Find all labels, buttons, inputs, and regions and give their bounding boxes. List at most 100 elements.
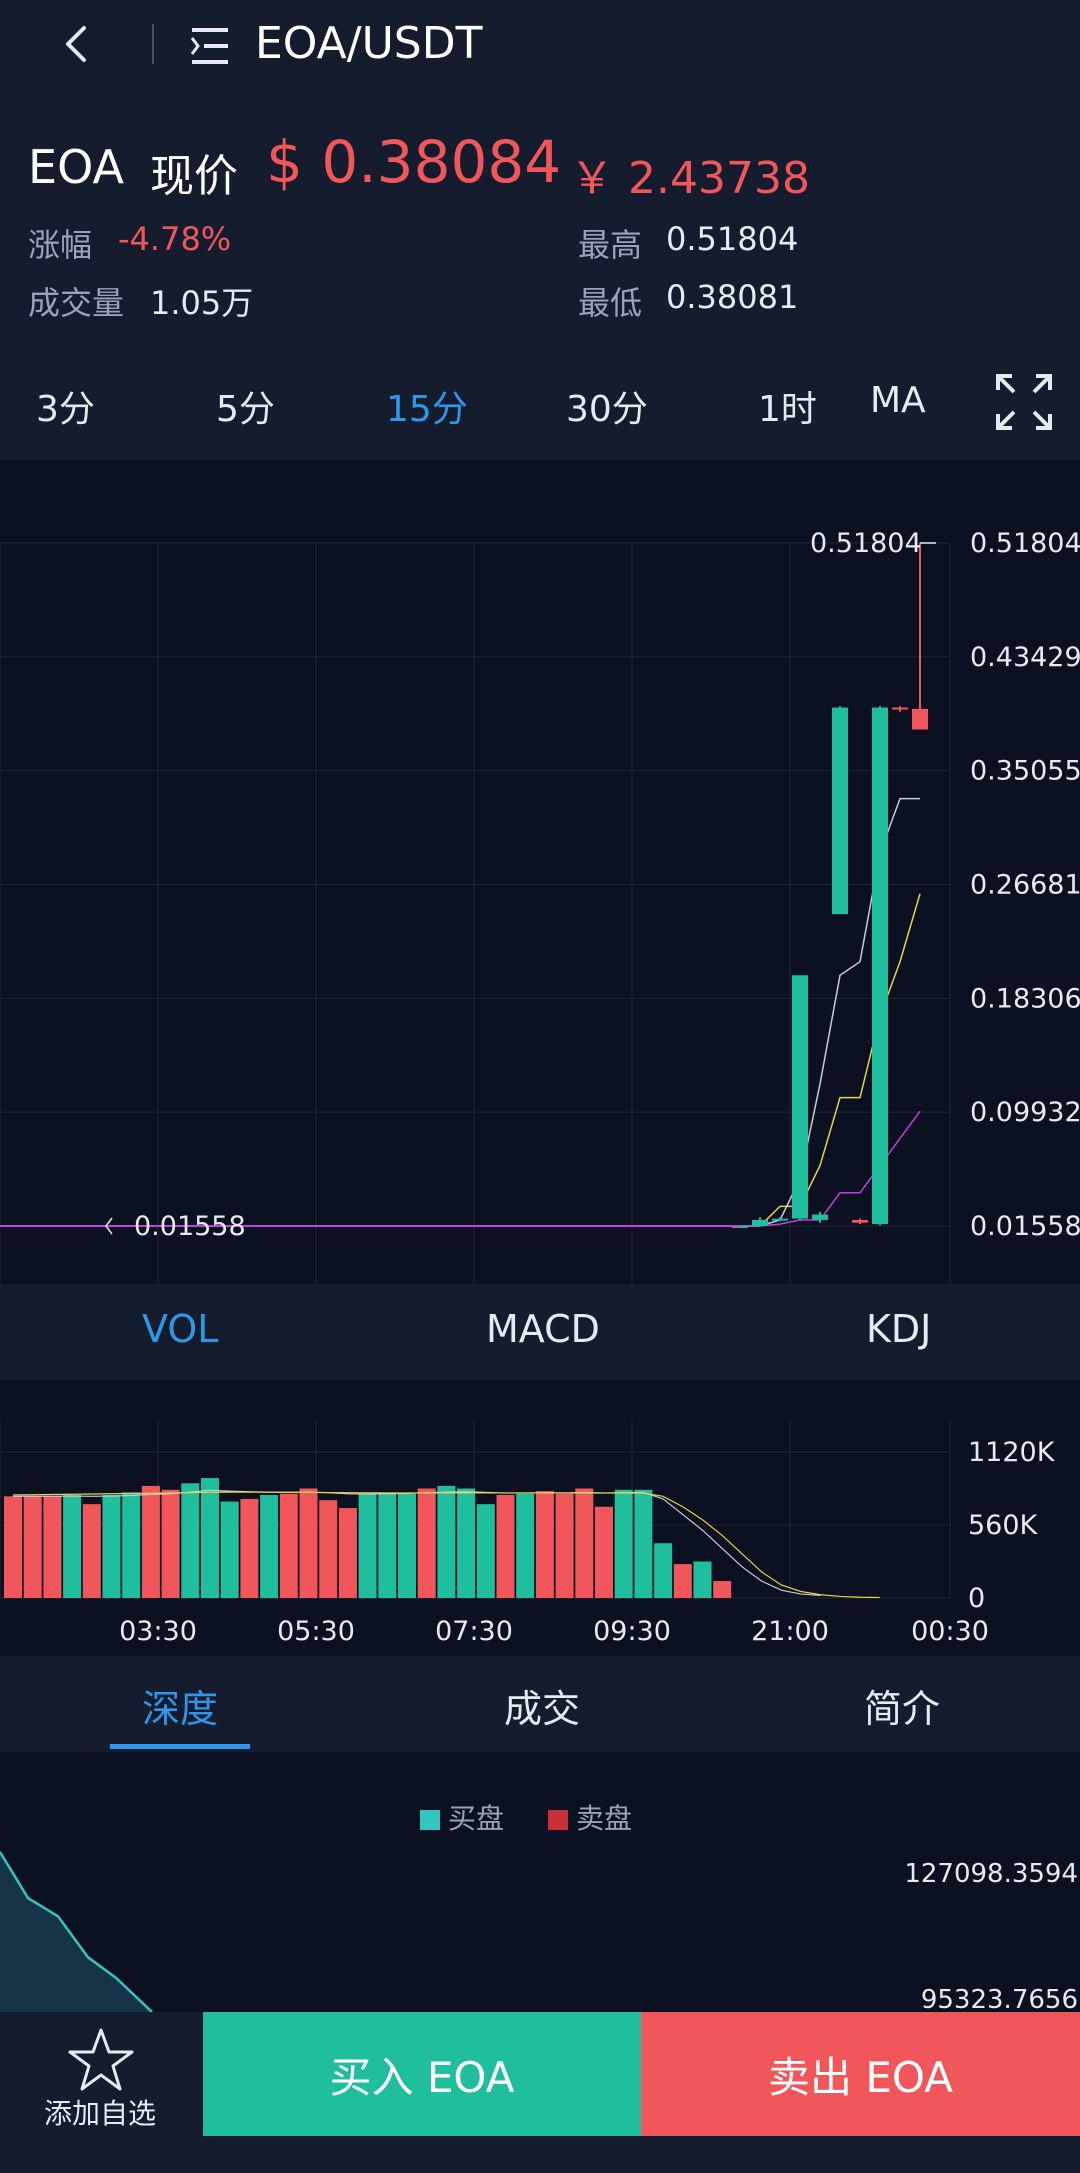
tab-3min[interactable]: 3分 bbox=[36, 389, 95, 430]
top-bar bbox=[0, 0, 1080, 92]
detail-tabs bbox=[0, 1656, 1080, 1752]
volume-bar bbox=[516, 1493, 535, 1598]
kline-y-tick: 0.35055 bbox=[970, 756, 1080, 787]
legend-ask: 卖盘 bbox=[576, 1802, 632, 1835]
ticker-panel bbox=[0, 92, 1080, 460]
tab-depth[interactable]: 深度 bbox=[142, 1687, 219, 1731]
tab-30min[interactable]: 30分 bbox=[566, 389, 648, 430]
candle-body bbox=[852, 1219, 868, 1223]
vol-y-tick: 560K bbox=[968, 1510, 1039, 1541]
volume-value: 1.05万 bbox=[150, 284, 254, 322]
volume-bar bbox=[595, 1506, 613, 1598]
candle-body bbox=[752, 1219, 768, 1226]
volume-bar bbox=[713, 1581, 732, 1598]
volume-bar bbox=[693, 1561, 712, 1598]
depth-bid-line bbox=[0, 1851, 153, 2012]
tab-kdj[interactable]: KDJ bbox=[866, 1307, 932, 1351]
min-marker-label: 0.01558 bbox=[134, 1211, 246, 1242]
volume-bar bbox=[63, 1495, 82, 1598]
fullscreen-button[interactable] bbox=[994, 372, 1054, 432]
vol-x-tick: 05:30 bbox=[277, 1616, 355, 1647]
price-usd: $ 0.38084 bbox=[266, 128, 562, 196]
tab-vol[interactable]: VOL bbox=[142, 1307, 219, 1351]
volume-bar bbox=[555, 1493, 574, 1598]
volume-bar bbox=[417, 1488, 436, 1598]
candle-body bbox=[792, 975, 808, 1219]
add-favorite-label: 添加自选 bbox=[44, 2097, 157, 2130]
volume-bar bbox=[496, 1495, 515, 1598]
depth-chart: 买盘 卖盘 127098.3594 95323.7656 bbox=[0, 1802, 1078, 2012]
high-label: 最高 bbox=[578, 226, 643, 264]
volume-bar bbox=[141, 1485, 160, 1598]
volume-bar bbox=[319, 1500, 338, 1598]
volume-bar bbox=[122, 1492, 141, 1598]
vol-ma-yellow bbox=[12, 1491, 880, 1599]
pair-title: EOA/USDT bbox=[255, 18, 483, 69]
tab-macd[interactable]: MACD bbox=[486, 1307, 600, 1351]
kline-ma-white bbox=[739, 797, 920, 1227]
tab-ma[interactable]: MA bbox=[870, 380, 926, 421]
menu-icon bbox=[190, 28, 228, 64]
kline-y-tick: 0.43429 bbox=[970, 642, 1080, 673]
price-cny: ￥ 2.43738 bbox=[570, 153, 810, 204]
back-button[interactable] bbox=[40, 10, 110, 80]
tab-5min[interactable]: 5分 bbox=[216, 389, 275, 430]
high-value: 0.51804 bbox=[666, 220, 799, 258]
volume-bar bbox=[299, 1488, 318, 1598]
volume-bar bbox=[673, 1564, 692, 1598]
kline-chart[interactable]: 0.51804 0.43429 0.35055 0.26681 0.18306 0.099… bbox=[0, 460, 1080, 1284]
vol-x-tick: 03:30 bbox=[119, 1616, 197, 1647]
volume-bar bbox=[338, 1508, 357, 1598]
volume-bar bbox=[575, 1488, 594, 1598]
kline-ma-purple bbox=[739, 1110, 921, 1227]
low-value: 0.38081 bbox=[666, 278, 799, 316]
volume-bar bbox=[220, 1501, 239, 1598]
volume-bar bbox=[279, 1493, 298, 1598]
legend-bid: 买盘 bbox=[448, 1802, 504, 1835]
volume-bar bbox=[43, 1496, 62, 1598]
candle-body bbox=[872, 707, 888, 1225]
min-marker-arrow bbox=[105, 1217, 113, 1235]
sell-button[interactable]: 卖出 EOA bbox=[641, 2012, 1080, 2136]
volume-bar bbox=[23, 1496, 42, 1598]
buy-button[interactable]: 买入 EOA bbox=[203, 2012, 641, 2136]
symbol: EOA bbox=[28, 140, 124, 194]
vol-x-tick: 09:30 bbox=[593, 1616, 671, 1647]
kline-y-tick: 0.09932 bbox=[970, 1097, 1080, 1128]
volume-bar bbox=[240, 1498, 259, 1598]
star-icon bbox=[68, 2028, 134, 2091]
volume-bar bbox=[654, 1543, 673, 1598]
volume-bar bbox=[260, 1495, 279, 1598]
candle-body bbox=[772, 1218, 788, 1221]
change-label: 涨幅 bbox=[28, 226, 93, 264]
tab-1hour[interactable]: 1时 bbox=[758, 389, 817, 430]
tab-intro[interactable]: 简介 bbox=[864, 1687, 941, 1731]
active-tab-underline bbox=[110, 1744, 250, 1749]
indicator-tabs bbox=[0, 1284, 1080, 1380]
header-divider bbox=[152, 24, 154, 64]
now-label: 现价 bbox=[150, 151, 238, 202]
vol-x-tick: 21:00 bbox=[751, 1616, 829, 1647]
volume-bar bbox=[102, 1495, 121, 1598]
candle-body bbox=[812, 1214, 828, 1220]
volume-bar bbox=[634, 1489, 653, 1598]
candle-body bbox=[912, 708, 928, 730]
kline-y-tick: 0.26681 bbox=[970, 870, 1080, 901]
volume-bar bbox=[181, 1483, 200, 1598]
volume-bar bbox=[201, 1478, 219, 1598]
pair-menu-button[interactable] bbox=[190, 22, 240, 70]
volume-bar bbox=[476, 1504, 495, 1598]
tab-trades[interactable]: 成交 bbox=[504, 1687, 581, 1731]
tab-15min[interactable]: 15分 bbox=[386, 389, 468, 430]
kline-y-tick: 0.51804 bbox=[970, 528, 1080, 559]
add-favorite-button[interactable] bbox=[0, 2012, 203, 2132]
volume-bar bbox=[358, 1493, 377, 1598]
volume-bar bbox=[161, 1489, 180, 1598]
vol-y-tick: 1120K bbox=[968, 1437, 1056, 1468]
candle-body bbox=[832, 707, 848, 915]
volume-label: 成交量 bbox=[28, 284, 125, 322]
max-marker-label: 0.51804 bbox=[810, 528, 922, 559]
expand-icon bbox=[996, 374, 1052, 430]
vol-x-tick: 07:30 bbox=[435, 1616, 513, 1647]
vol-y-tick: 0 bbox=[968, 1583, 985, 1614]
